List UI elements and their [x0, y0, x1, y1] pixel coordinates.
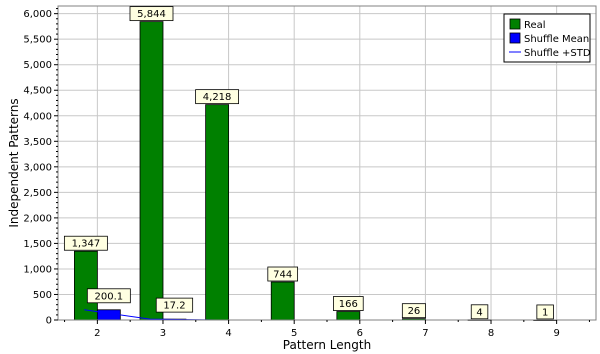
data-label-real-text: 744 [273, 270, 292, 281]
x-tick-label: 7 [422, 328, 428, 339]
data-label-real: 4,218 [195, 89, 240, 105]
data-label-real-box [470, 304, 489, 320]
data-label-real-box [195, 89, 240, 105]
x-tick-label: 2 [94, 328, 100, 339]
x-tick-label: 5 [291, 328, 297, 339]
data-label-shuffle-mean-box [86, 288, 131, 304]
y-tick-label: 2,000 [23, 213, 52, 224]
x-tick-label: 6 [357, 328, 363, 339]
data-label-real-box [267, 266, 299, 282]
bar-real [270, 281, 295, 321]
data-label-shuffle-mean-text: 17.2 [163, 301, 185, 312]
data-labels: 1,347 5,844 4,218 744 166 26 4 1 200.1 17.2 [63, 6, 554, 320]
data-label-real: 1,347 [63, 235, 108, 251]
legend-swatch-shuffle-mean [509, 32, 521, 44]
y-tick-label: 5,000 [23, 60, 52, 71]
y-tick-label: 3,000 [23, 162, 52, 173]
x-tick-label: 9 [553, 328, 559, 339]
data-label-real-box [63, 235, 108, 251]
y-tick-label: 6,000 [23, 9, 52, 20]
bar-real [205, 104, 229, 321]
y-tick-label: 4,000 [23, 111, 52, 122]
y-tick-label: 0 [46, 316, 52, 327]
data-label-real: 744 [267, 266, 299, 282]
legend-label-shuffle-mean: Shuffle Mean [524, 34, 589, 45]
data-label-real-text: 166 [339, 299, 358, 310]
x-tick-label: 3 [160, 328, 166, 339]
bar-real [139, 21, 164, 321]
data-label-real-box [401, 303, 426, 319]
y-tick-label: 5,500 [23, 35, 52, 46]
axes: 0 500 1,000 1,500 2,000 2,500 3,000 3,500 4,000 4… [23, 8, 590, 339]
legend-label-shuffle-std: Shuffle +STD [524, 48, 591, 59]
y-tick-label: 2,500 [23, 188, 52, 199]
data-label-real-box [333, 296, 364, 311]
data-label-real: 5,844 [129, 6, 174, 22]
data-label-shuffle-mean-box [155, 297, 194, 313]
legend-swatch-real [509, 18, 521, 30]
data-label-real-box [536, 304, 554, 320]
legend-label-real: Real [524, 20, 546, 31]
y-tick-label: 500 [33, 290, 52, 301]
x-axis-title: Pattern Length [283, 338, 371, 352]
data-label-real: 26 [401, 303, 426, 319]
data-label-real: 4 [470, 304, 489, 320]
data-label-real-text: 1 [542, 307, 548, 318]
x-tick-label: 4 [225, 328, 231, 339]
data-label-real-text: 4 [476, 307, 482, 318]
y-axis-title: Independent Patterns [7, 98, 21, 227]
data-label-real: 166 [333, 296, 364, 311]
data-label-real-text: 5,844 [137, 9, 166, 20]
bar-real [336, 311, 361, 321]
data-label-real-text: 4,218 [203, 92, 232, 103]
data-label-shuffle-mean: 17.2 [155, 297, 194, 313]
y-tick-label: 3,500 [23, 137, 52, 148]
y-tick-label: 1,000 [23, 264, 52, 275]
y-tick-label: 4,500 [23, 86, 52, 97]
data-label-real-box [129, 6, 174, 22]
data-label-real: 1 [536, 304, 554, 320]
legend: Real Shuffle Mean Shuffle +STD [503, 13, 591, 63]
data-label-real-text: 26 [408, 306, 421, 317]
data-label-real-text: 1,347 [72, 239, 101, 250]
data-label-shuffle-mean-text: 200.1 [95, 291, 124, 302]
y-tick-label: 1,500 [23, 239, 52, 250]
data-label-shuffle-mean: 200.1 [86, 288, 131, 304]
x-tick-label: 8 [488, 328, 494, 339]
